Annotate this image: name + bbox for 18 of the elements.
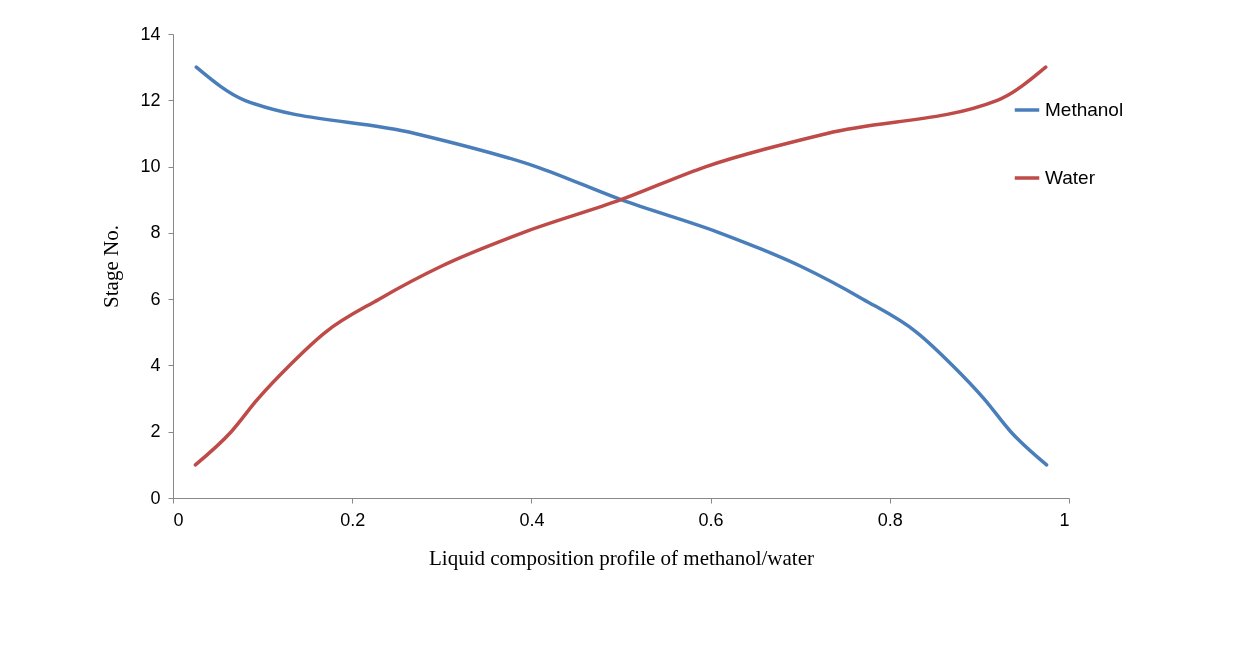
y-tick-label: 14 <box>140 23 161 44</box>
x-tick-label: 0.4 <box>519 509 545 530</box>
x-tick-label: 0.6 <box>698 509 724 530</box>
x-axis-title: Liquid composition profile of methanol/water <box>429 545 814 570</box>
x-tick-label: 0 <box>173 509 184 530</box>
y-tick-label: 6 <box>150 288 161 309</box>
y-tick-label: 8 <box>150 222 161 243</box>
y-axis-title: Stage No. <box>99 225 124 308</box>
legend-label: Water <box>1045 167 1096 188</box>
y-tick-label: 12 <box>140 89 161 110</box>
x-tick-label: 0.8 <box>877 509 903 530</box>
y-tick-label: 2 <box>150 421 161 442</box>
y-tick-label: 0 <box>150 487 161 508</box>
y-tick-label: 10 <box>140 156 161 177</box>
x-tick-label: 1 <box>1059 509 1070 530</box>
y-tick-label: 4 <box>150 354 161 375</box>
x-tick-label: 0.2 <box>340 509 366 530</box>
legend-label: Methanol <box>1045 99 1124 120</box>
